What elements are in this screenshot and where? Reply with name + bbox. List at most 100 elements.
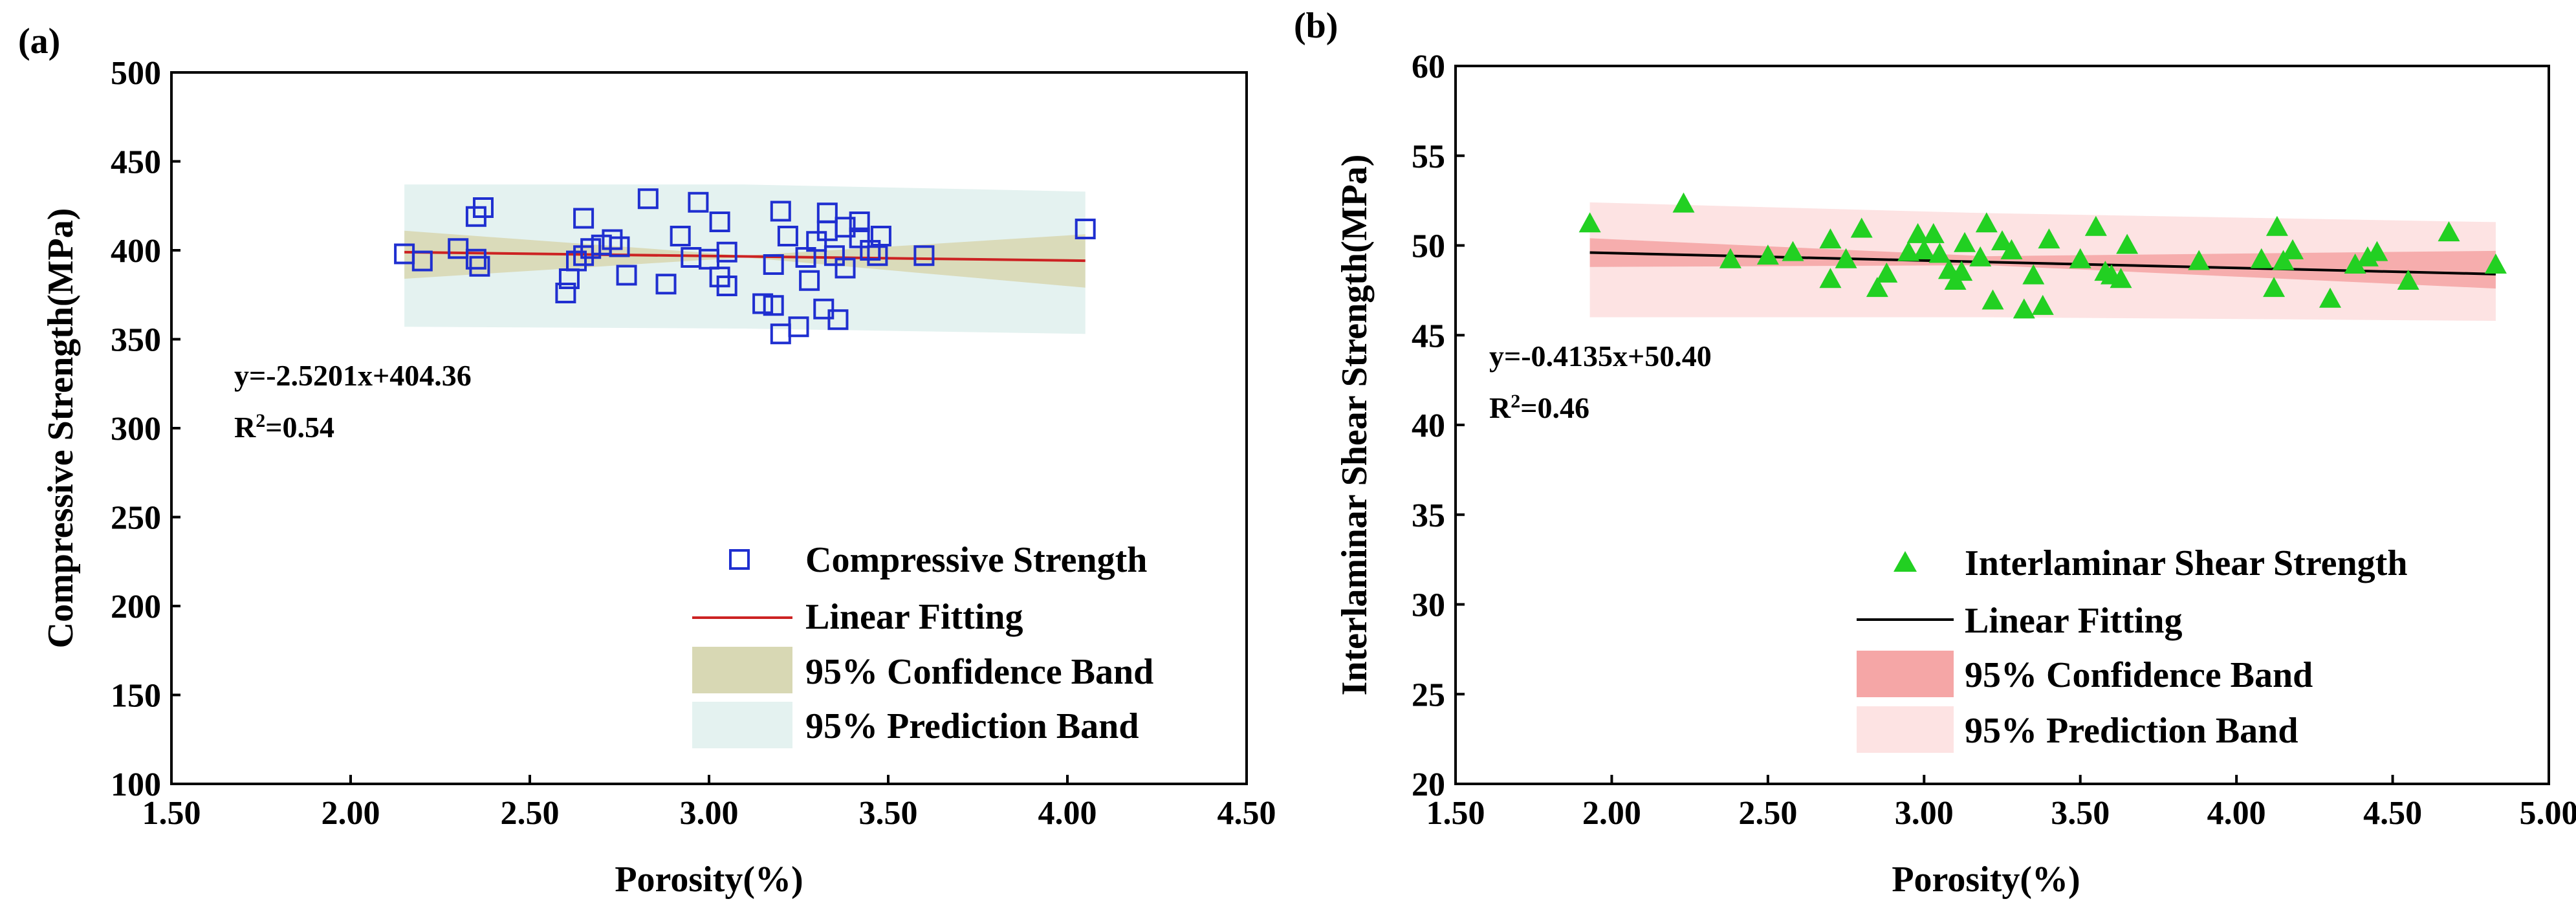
data-point	[472, 197, 494, 218]
data-point	[2272, 250, 2295, 270]
legend-a-prediction-label: 95% Prediction Band	[805, 706, 1139, 746]
data-point	[849, 211, 870, 232]
data-point	[2263, 277, 2286, 298]
data-point	[1850, 217, 1873, 238]
y-ticks-b: 20 25 30 35 40 45 50 55 60	[1412, 49, 1465, 803]
data-point	[555, 283, 576, 303]
legend-b-prediction-label: 95% Prediction Band	[1965, 711, 2298, 751]
legend-a-fit-label: Linear Fitting	[805, 597, 1023, 637]
x-tick-label: 2.00	[322, 795, 380, 832]
data-point	[2319, 287, 2341, 308]
y-tick-label: 60	[1412, 49, 1445, 85]
data-point	[770, 200, 791, 222]
data-point	[566, 250, 587, 272]
x-tick-label: 2.00	[1582, 795, 1641, 832]
legend-a-marker-symbol	[729, 549, 750, 570]
data-point	[1866, 277, 1888, 298]
data-point	[709, 211, 730, 232]
y-ticks-a: 100 150 200 250 300 350 400 450 500	[111, 55, 180, 803]
y-tick-label: 400	[111, 233, 161, 270]
legend-b-confidence-label: 95% Confidence Band	[1965, 655, 2313, 695]
legend-a-confidence-label: 95% Confidence Band	[805, 652, 1153, 692]
legend-b-marker-label: Interlaminar Shear Strength	[1965, 543, 2407, 583]
data-point	[2344, 254, 2366, 274]
confidence-band-a	[404, 230, 1086, 288]
x-tick-label: 4.00	[2207, 795, 2266, 832]
x-tick-label: 3.50	[859, 795, 918, 832]
fit-line-b	[1589, 251, 2496, 276]
data-point	[835, 217, 856, 238]
data-point	[573, 208, 595, 229]
data-point	[2366, 241, 2388, 261]
data-point	[1913, 239, 1936, 259]
data-point	[602, 229, 623, 250]
y-tick-label: 350	[111, 322, 161, 359]
data-point	[799, 270, 820, 291]
x-tick-label: 5.00	[2520, 795, 2576, 832]
legend-b-marker-symbol	[1894, 551, 1917, 572]
data-point	[1906, 222, 1929, 243]
data-point	[1991, 230, 2013, 250]
data-point	[2250, 248, 2273, 268]
legend-b: Interlaminar Shear Strength Linear Fitti…	[1857, 543, 2407, 753]
x-ticks-a: 1.50 2.00 2.50 3.00 3.50 4.00 4.50	[142, 775, 1276, 832]
data-point	[1578, 212, 1601, 233]
data-point	[448, 238, 469, 259]
x-axis-label-b: Porosity(%)	[1892, 860, 2080, 900]
data-point	[2282, 239, 2304, 259]
x-tick-label: 1.50	[1426, 795, 1485, 832]
x-tick-label: 3.00	[680, 795, 739, 832]
data-point	[1928, 243, 1951, 263]
data-point	[867, 245, 888, 266]
data-point	[2110, 268, 2132, 288]
data-point	[637, 188, 659, 210]
legend-a-marker-label: Compressive Strength	[805, 540, 1147, 580]
y-axis-label-b: Interlaminar Shear Strength(MPa)	[1335, 155, 1375, 696]
data-point	[806, 231, 827, 252]
data-point	[716, 241, 737, 263]
legend-a: Compressive Strength Linear Fitting 95% …	[692, 540, 1153, 748]
data-point	[2356, 246, 2379, 266]
x-axis-label-a: Porosity(%)	[615, 860, 803, 900]
data-point	[1819, 268, 1842, 288]
data-point	[2031, 294, 2054, 315]
data-point	[827, 309, 849, 330]
data-point	[2038, 228, 2060, 249]
y-tick-label: 250	[111, 500, 161, 537]
y-tick-label: 30	[1412, 587, 1445, 624]
data-point	[860, 240, 881, 261]
y-tick-label: 55	[1412, 138, 1445, 175]
y-tick-label: 35	[1412, 497, 1445, 534]
data-point	[670, 226, 691, 246]
data-point	[1782, 241, 1804, 261]
data-point	[2116, 233, 2139, 254]
x-tick-label: 3.50	[2051, 795, 2110, 832]
y-tick-label: 100	[111, 766, 161, 803]
x-tick-label: 2.50	[1738, 795, 1797, 832]
y-tick-label: 40	[1412, 407, 1445, 444]
legend-b-confidence-symbol	[1857, 651, 1954, 697]
data-point	[2069, 248, 2091, 268]
points-b	[1578, 192, 2507, 319]
data-point	[2000, 239, 2023, 259]
legend-a-confidence-symbol	[692, 647, 792, 693]
data-point	[1897, 241, 1920, 261]
data-point	[1981, 289, 2004, 310]
panel-label-b: (b)	[1294, 6, 1338, 46]
y-axis-label-a: Compressive Strength(MPa)	[41, 208, 81, 649]
y-tick-label: 50	[1412, 228, 1445, 265]
data-point	[795, 247, 816, 268]
equation-a: y=-2.5201x+404.36	[234, 359, 472, 392]
data-point	[1950, 261, 1973, 281]
r-squared-sup-b: 2	[1511, 391, 1520, 412]
data-point	[469, 255, 490, 277]
x-tick-label: 1.50	[142, 795, 201, 832]
fit-line-a	[404, 250, 1086, 263]
data-point	[1719, 248, 1741, 268]
y-tick-label: 20	[1412, 766, 1445, 803]
data-point	[2022, 264, 2045, 285]
data-point	[1075, 219, 1096, 239]
data-point	[2438, 221, 2460, 242]
data-point	[2013, 298, 2035, 319]
